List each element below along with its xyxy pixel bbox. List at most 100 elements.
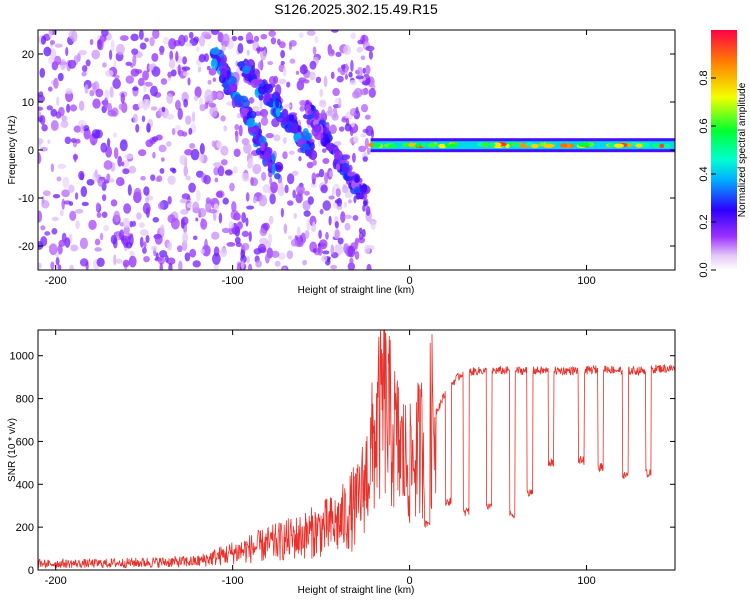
spectrogram-cell [182,56,188,65]
spectrogram-cell [201,31,210,38]
spectrogram-cell [312,46,317,55]
spectrogram-cell [189,248,197,258]
spectrogram-cell [112,78,121,90]
spectrogram-cell [205,200,212,213]
spectrogram-cell [264,253,270,264]
spectrogram-cell [142,202,151,215]
spectrogram-cell [229,182,235,192]
spectrogram-cell [247,118,255,126]
spectrogram-cell [139,236,144,248]
spectrogram-cell [41,124,48,132]
spectrogram-cell [182,71,189,77]
spectrogram-cell [48,30,53,39]
spectrogram-cell [275,106,281,117]
spectrogram-cell [91,49,101,60]
spectrogram-cell [192,235,198,241]
spectrogram-cell [152,151,156,159]
spectrogram-cell [38,262,42,269]
spectrogram-cell [73,153,77,163]
spectrogram-cell [39,146,48,152]
spectrogram-cell [183,98,189,108]
spectrogram-cell [354,239,359,250]
spectrogram-cell [38,94,45,103]
spectrogram-cell [325,231,329,240]
spectrogram-cell [78,100,85,112]
spectrogram-cell [207,79,212,85]
spectrogram-cell [213,162,222,168]
spectrogram-cell [204,89,213,101]
spectrogram-cell [169,50,174,61]
spectrogram-cell [267,160,272,170]
spectral-line-segment [481,142,490,147]
spectral-line-segment [627,143,632,148]
spectrogram-cell [39,114,46,126]
spectrogram-cell [318,168,325,178]
spectrogram-cell [89,38,94,46]
spectrogram-cell [74,192,79,200]
spectrogram-cell [138,30,144,40]
spectrogram-cell [287,200,294,206]
spectrogram-xtick-label: 0 [407,275,413,287]
spectrogram-cell [40,236,48,247]
spectrogram-cell [200,217,205,227]
spectrogram-cell [68,184,75,194]
spectrogram-cell [38,138,44,145]
spectrogram-cell [255,260,262,268]
spectrogram-cell [168,38,177,50]
spectrogram-cell [104,70,114,77]
spectrogram-cell [335,51,342,58]
spectrogram-cell [46,105,53,111]
spectrogram-cell [284,184,289,194]
spectrogram-cell [296,184,305,195]
spectrogram-cell [110,39,115,52]
spectrogram-cell [130,33,139,42]
spectrogram-cell [242,115,248,124]
spectrogram-cell [282,266,287,270]
spectrogram-cell [159,51,164,56]
spectrogram-cell [143,186,150,196]
spectrogram-cell [340,64,346,70]
spectrogram-cell [122,168,130,175]
spectrogram-cell [220,145,229,156]
spectrogram-cell [280,207,284,218]
spectrogram-cell [301,63,307,72]
spectrogram-cell [119,35,129,42]
spectrogram-cell [85,59,91,67]
spectrogram-cell [334,229,340,239]
spectrogram-cell [175,99,181,111]
spectrogram-cell [151,52,159,62]
spectrogram-cell [158,201,165,210]
spectrogram-xlabel: Height of straight line (km) [298,285,415,296]
spectrogram-cell [310,142,315,151]
spectrogram-cell [181,66,191,71]
spectrogram-cell [143,255,150,263]
spectrogram-cell [192,260,201,268]
spectrogram-cell [151,245,158,251]
spectrogram-cell [328,195,335,200]
spectrogram-cell [58,106,65,117]
spectrogram-cell [47,139,51,145]
spectrogram-cell [365,205,371,216]
spectrogram-cell [271,152,276,163]
spectrogram-cell [248,231,252,242]
spectrogram-cell [150,106,158,111]
spectrogram-cell [286,250,294,260]
spectrogram-cell [118,103,124,110]
spectrogram-cell [122,259,130,268]
spectrogram-cell [192,201,200,213]
spectrogram-ytick-label: 0 [28,145,34,157]
spectrogram-cell [360,55,366,61]
spectrogram-cell [115,43,125,55]
spectrogram-cell [198,152,204,163]
spectrogram-cell [307,109,313,116]
spectrogram-cell [144,81,153,87]
spectrogram-cell [330,30,339,33]
spectrogram-cell [101,211,108,218]
spectrogram-cell [309,60,317,70]
spectrogram-cell [259,98,263,110]
spectrogram-cell [288,114,295,122]
spectrogram-cell [89,89,95,97]
spectrogram-cell [44,231,51,236]
spectrogram-cell [259,142,266,152]
